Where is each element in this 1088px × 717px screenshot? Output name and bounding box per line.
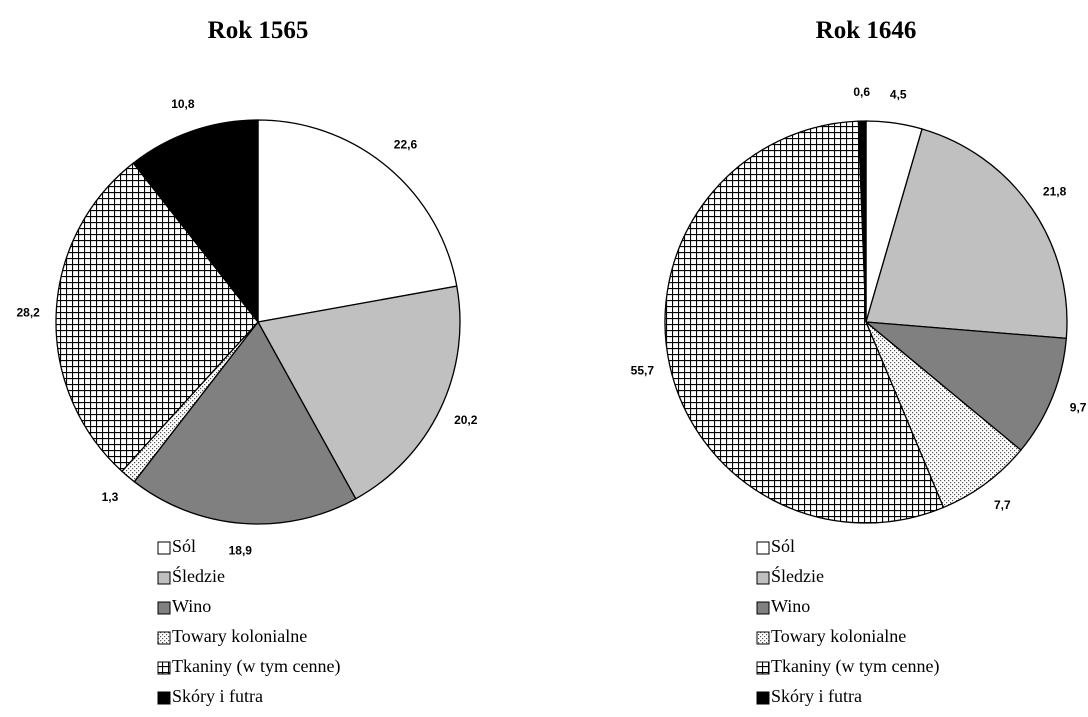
data-label: 0,6: [853, 85, 870, 99]
legend-label: Wino: [172, 596, 211, 616]
legend-swatch: [756, 541, 770, 555]
legend-swatch: [157, 691, 171, 705]
legend-swatch: [756, 631, 770, 645]
legend-label: Śledzie: [771, 565, 824, 586]
legend-label: Tkaniny (w tym cenne): [172, 656, 340, 677]
legend-swatch: [157, 571, 171, 585]
legend-swatch: [157, 541, 171, 555]
legend-swatch: [157, 601, 171, 615]
pie-slice: [132, 119, 259, 324]
legend-swatch: [157, 661, 171, 675]
data-label: 28,2: [16, 306, 40, 320]
data-label: 20,2: [454, 413, 478, 427]
legend-label: Śledzie: [172, 565, 225, 586]
pie-slice: [256, 285, 461, 500]
legend-label: Tkaniny (w tym cenne): [771, 656, 939, 677]
pie-slice: [863, 321, 1068, 452]
legend-label: Towary kolonialne: [172, 626, 307, 646]
legend-label: Sól: [771, 536, 795, 556]
chart-title: Rok 1565: [208, 17, 309, 44]
data-label: 1,3: [102, 490, 119, 504]
data-label: 10,8: [171, 97, 195, 111]
chart-title: Rok 1646: [816, 17, 917, 44]
data-label: 4,5: [890, 87, 907, 101]
data-label: 7,7: [994, 498, 1011, 512]
pie-slice: [257, 119, 458, 323]
pie-slice: [865, 128, 1068, 340]
legend-label: Skóry i futra: [771, 686, 862, 706]
data-label: 55,7: [631, 363, 655, 377]
pie-slice: [865, 321, 1022, 509]
data-label: 18,9: [229, 543, 253, 557]
pie-slice: [133, 320, 357, 525]
data-label: 22,6: [394, 138, 418, 152]
legend-swatch: [756, 661, 770, 675]
data-label: 21,8: [1043, 184, 1067, 198]
legend-label: Towary kolonialne: [771, 626, 906, 646]
legend-label: Sól: [172, 536, 196, 556]
legend-label: Skóry i futra: [172, 686, 263, 706]
pie-slice: [857, 120, 867, 323]
pie-slice: [55, 162, 259, 473]
legend-label: Wino: [771, 596, 810, 616]
legend-swatch: [756, 601, 770, 615]
legend-swatch: [756, 571, 770, 585]
legend-swatch: [157, 631, 171, 645]
legend-swatch: [756, 691, 770, 705]
data-label: 9,7: [1070, 400, 1087, 414]
pie-slice: [664, 120, 945, 524]
